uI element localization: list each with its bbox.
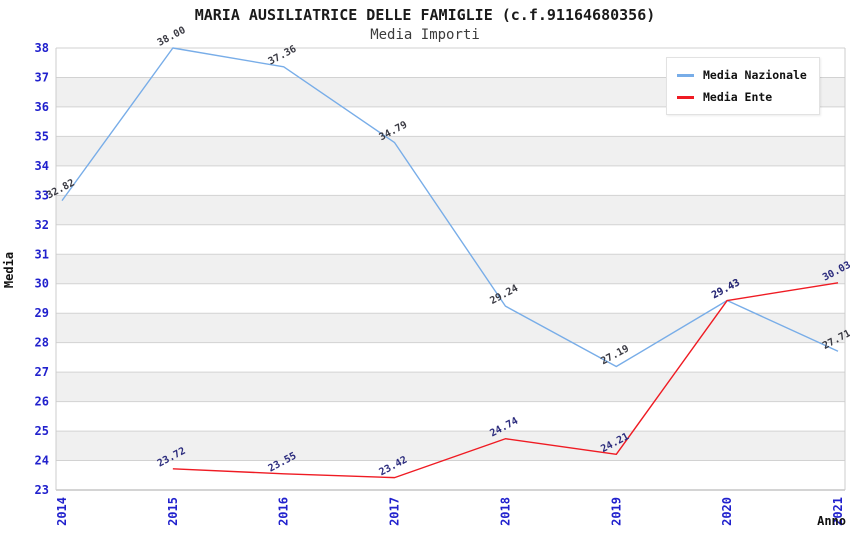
svg-text:28: 28 xyxy=(35,336,49,350)
svg-text:38: 38 xyxy=(35,41,49,55)
svg-text:2016: 2016 xyxy=(277,497,291,526)
y-axis-title: Media xyxy=(2,251,16,289)
svg-text:37: 37 xyxy=(35,70,49,84)
svg-text:32: 32 xyxy=(35,218,49,232)
legend-label: Media Ente xyxy=(703,90,773,104)
svg-text:2019: 2019 xyxy=(609,497,623,526)
svg-text:35: 35 xyxy=(35,129,49,143)
x-axis-title: Anno xyxy=(817,514,846,528)
svg-text:25: 25 xyxy=(35,424,49,438)
svg-text:36: 36 xyxy=(35,100,49,114)
svg-text:2021: 2021 xyxy=(831,497,845,526)
chart-legend: Media Nazionale Media Ente xyxy=(666,57,820,115)
svg-text:23: 23 xyxy=(35,483,49,497)
svg-text:29: 29 xyxy=(35,306,49,320)
svg-text:2020: 2020 xyxy=(720,497,734,526)
svg-text:24: 24 xyxy=(35,454,49,468)
legend-swatch-blue-line xyxy=(677,73,694,77)
svg-text:2015: 2015 xyxy=(166,497,180,526)
legend-item-media-nazionale: Media Nazionale xyxy=(677,64,807,86)
svg-text:34: 34 xyxy=(35,159,49,173)
svg-text:26: 26 xyxy=(35,395,49,409)
svg-text:27: 27 xyxy=(35,365,49,379)
legend-item-media-ente: Media Ente xyxy=(677,86,807,108)
chart-title: MARIA AUSILIATRICE DELLE FAMIGLIE (c.f.9… xyxy=(194,6,656,24)
legend-swatch-red-line xyxy=(677,95,694,99)
svg-text:2017: 2017 xyxy=(388,497,402,526)
svg-text:2018: 2018 xyxy=(498,497,512,526)
svg-text:33: 33 xyxy=(35,188,49,202)
svg-text:30: 30 xyxy=(35,277,49,291)
svg-text:31: 31 xyxy=(35,247,49,261)
legend-label: Media Nazionale xyxy=(703,68,807,82)
svg-text:2014: 2014 xyxy=(55,497,69,526)
chart-subtitle: Media Importi xyxy=(370,27,480,43)
